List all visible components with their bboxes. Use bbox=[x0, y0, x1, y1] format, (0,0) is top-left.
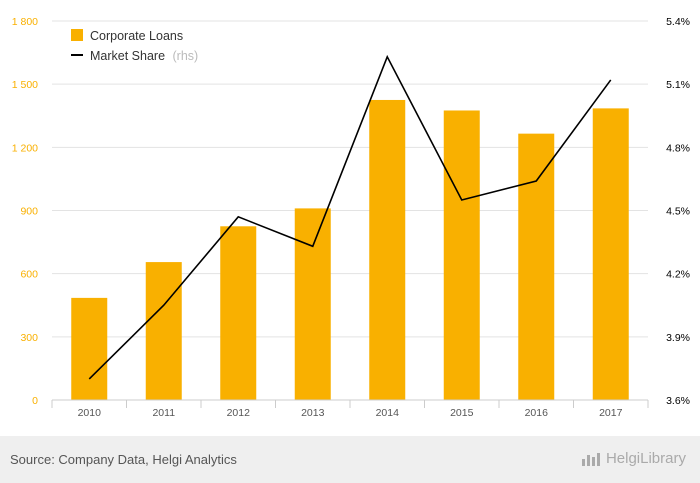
legend: Corporate Loans Market Share (rhs) bbox=[71, 29, 198, 63]
legend-swatch-corporate-loans bbox=[71, 29, 83, 41]
y-right-tick-label: 4.8% bbox=[666, 142, 690, 154]
market-share-line bbox=[88, 54, 612, 380]
y-left-tick-label: 0 bbox=[32, 395, 38, 407]
bar bbox=[518, 133, 555, 400]
legend-label-market-share-suffix: (rhs) bbox=[173, 49, 199, 63]
bar-series bbox=[71, 99, 629, 400]
bar bbox=[145, 262, 182, 400]
x-tick-label: 2014 bbox=[376, 407, 400, 419]
bar bbox=[294, 208, 331, 400]
y-left-tick-label: 1 200 bbox=[12, 142, 38, 154]
bar bbox=[71, 297, 108, 400]
y-right-tick-label: 3.6% bbox=[666, 395, 690, 407]
axes: 0 300 600 900 1 200 1 500 1 800 3.6% 3.9% 4.2% 4.5… bbox=[12, 16, 690, 419]
y-right-tick-label: 3.9% bbox=[666, 332, 690, 344]
y-left-tick-label: 300 bbox=[20, 332, 38, 344]
brand-logo[interactable]: HelgiLibrary bbox=[581, 450, 686, 467]
brand-name: HelgiLibrary bbox=[605, 450, 686, 467]
y-left-tick-label: 900 bbox=[20, 206, 38, 218]
x-tick-label: 2016 bbox=[525, 407, 549, 419]
y-right-tick-label: 4.2% bbox=[666, 269, 690, 281]
x-tick-label: 2015 bbox=[450, 407, 474, 419]
x-tick-label: 2010 bbox=[78, 407, 102, 419]
bar bbox=[592, 108, 629, 400]
y-left-tick-label: 1 500 bbox=[12, 79, 38, 91]
bar bbox=[369, 99, 406, 400]
legend-label-market-share: Market Share (rhs) bbox=[90, 49, 198, 63]
gridlines bbox=[52, 20, 648, 338]
source-note: Source: Company Data, Helgi Analytics bbox=[10, 452, 237, 467]
bar-chart-icon bbox=[581, 452, 600, 466]
y-right-tick-label: 5.1% bbox=[666, 79, 690, 91]
bar bbox=[220, 226, 257, 400]
bar bbox=[443, 110, 480, 400]
y-left-tick-label: 600 bbox=[20, 269, 38, 281]
legend-label-market-share-text: Market Share bbox=[90, 49, 165, 63]
legend-label-corporate-loans: Corporate Loans bbox=[90, 29, 183, 43]
y-right-tick-label: 4.5% bbox=[666, 206, 690, 218]
footer: Source: Company Data, Helgi Analytics He… bbox=[0, 436, 700, 483]
line-series bbox=[88, 54, 612, 380]
x-tick-label: 2012 bbox=[227, 407, 251, 419]
chart: 0 300 600 900 1 200 1 500 1 800 3.6% 3.9% 4.2% 4.5… bbox=[12, 16, 690, 419]
y-right-tick-label: 5.4% bbox=[666, 16, 690, 28]
x-tick-label: 2017 bbox=[599, 407, 623, 419]
x-tick-label: 2011 bbox=[152, 407, 175, 419]
x-tick-label: 2013 bbox=[301, 407, 325, 419]
y-left-tick-label: 1 800 bbox=[12, 16, 38, 28]
